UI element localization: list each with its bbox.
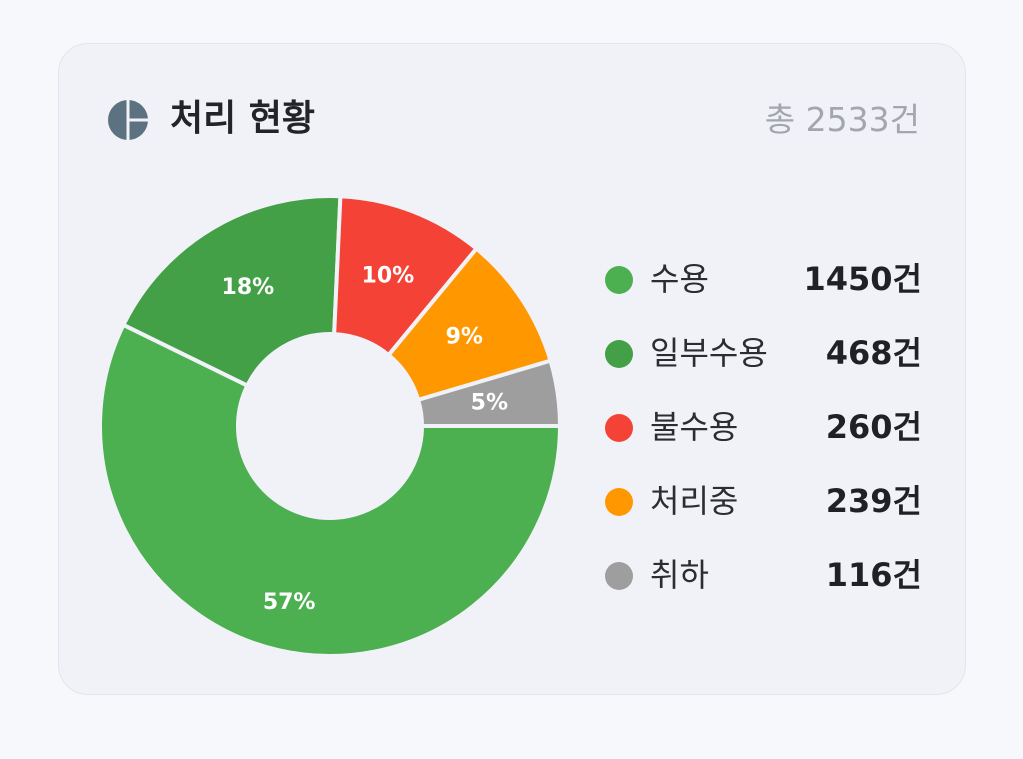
legend-dot xyxy=(605,266,633,294)
legend-item-withdrawn: 취하 116건 xyxy=(602,540,922,614)
legend-dot xyxy=(605,414,633,442)
slice-percent-label: 9% xyxy=(446,325,483,350)
slice-percent-label: 18% xyxy=(222,275,275,300)
legend-count: 1450건 xyxy=(803,260,922,298)
legend-count: 239건 xyxy=(825,482,922,520)
legend-label: 수용 xyxy=(650,260,709,298)
legend-label: 처리중 xyxy=(650,482,739,520)
slice-percent-label: 10% xyxy=(362,263,415,288)
legend-dot xyxy=(605,562,633,590)
legend-item-accepted: 수용 1450건 xyxy=(602,244,922,318)
legend-item-rejected: 불수용 260건 xyxy=(602,392,922,466)
total-count: 총 2533건 xyxy=(764,100,920,139)
legend-item-processing: 처리중 239건 xyxy=(602,466,922,540)
legend-count: 116건 xyxy=(825,556,922,594)
legend-dot xyxy=(605,488,633,516)
slice-accepted xyxy=(98,322,563,658)
page-title: 처리 현황 xyxy=(170,98,316,139)
slice-withdrawn xyxy=(415,358,563,428)
legend-item-partial: 일부수용 468건 xyxy=(602,318,922,392)
legend-label: 일부수용 xyxy=(650,334,768,372)
chart-legend: 수용 1450건 일부수용 468건 불수용 260건 처리중 239건 취하 … xyxy=(602,244,922,614)
pie-chart-icon xyxy=(108,100,148,140)
slice-percent-label: 57% xyxy=(263,590,316,615)
legend-count: 468건 xyxy=(825,334,922,372)
legend-label: 불수용 xyxy=(650,408,739,446)
legend-count: 260건 xyxy=(825,408,922,446)
legend-dot xyxy=(605,340,633,368)
slice-partial xyxy=(120,194,343,389)
donut-chart: 57% 18% 10% 9% 5% xyxy=(98,194,563,658)
slice-percent-label: 5% xyxy=(471,390,508,415)
legend-label: 취하 xyxy=(650,556,709,594)
